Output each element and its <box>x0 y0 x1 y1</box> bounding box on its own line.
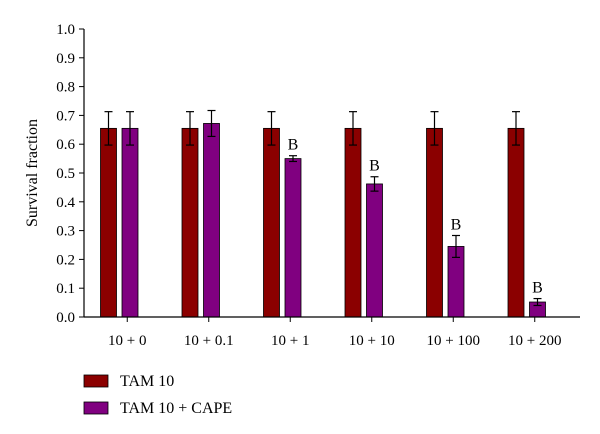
x-axis-ticks: 10 + 0 10 + 0.1 10 + 1 10 + 10 10 + 100 10 + … <box>108 317 561 349</box>
y-tick-label: 0.3 <box>56 224 75 240</box>
significance-label: B <box>532 280 543 297</box>
bar-tam10 <box>426 127 443 318</box>
bar-group: B B B B <box>100 109 546 318</box>
bar-tam10 <box>344 127 362 318</box>
bar-tam10 <box>100 127 117 318</box>
y-tick-label: 0.9 <box>56 51 75 67</box>
significance-label: B <box>369 158 380 175</box>
legend-swatch <box>83 374 109 388</box>
x-tick-label: 10 + 10 <box>349 333 395 349</box>
bar-tam10 <box>181 127 199 318</box>
x-tick-label: 10 + 200 <box>508 333 561 349</box>
x-tick-label: 10 + 0.1 <box>184 333 234 349</box>
y-axis-label: Survival fraction <box>24 119 41 227</box>
bar-tam10-cape <box>284 158 302 318</box>
bar-tam10-cape <box>203 123 220 318</box>
x-tick-label: 10 + 100 <box>427 333 480 349</box>
y-axis-ticks: 0.0 0.1 0.2 0.3 0.4 0.5 0.6 0.7 0.8 0.9 1.0 <box>56 22 84 326</box>
y-tick-label: 0.6 <box>56 137 75 153</box>
y-tick-label: 0.1 <box>56 281 75 297</box>
legend-swatch <box>83 401 109 415</box>
x-tick-label: 10 + 1 <box>271 333 309 349</box>
x-tick-label: 10 + 0 <box>108 333 146 349</box>
bar-tam10 <box>507 127 525 318</box>
significance-label: B <box>451 216 462 233</box>
legend-label: TAM 10 + CAPE <box>120 400 232 417</box>
y-tick-label: 0.8 <box>56 80 75 96</box>
bar-tam10-cape <box>366 183 383 318</box>
y-tick-label: 0.0 <box>56 310 75 326</box>
bar-tam10 <box>263 127 280 318</box>
y-tick-label: 1.0 <box>56 22 75 38</box>
y-tick-label: 0.5 <box>56 166 75 182</box>
bar-tam10-cape <box>121 127 139 318</box>
y-tick-label: 0.4 <box>56 195 75 211</box>
y-tick-label: 0.7 <box>56 108 75 124</box>
significance-label: B <box>288 137 299 154</box>
legend-label: TAM 10 <box>120 373 174 390</box>
legend: TAM 10 TAM 10 + CAPE <box>83 373 232 417</box>
y-tick-label: 0.2 <box>56 252 75 268</box>
